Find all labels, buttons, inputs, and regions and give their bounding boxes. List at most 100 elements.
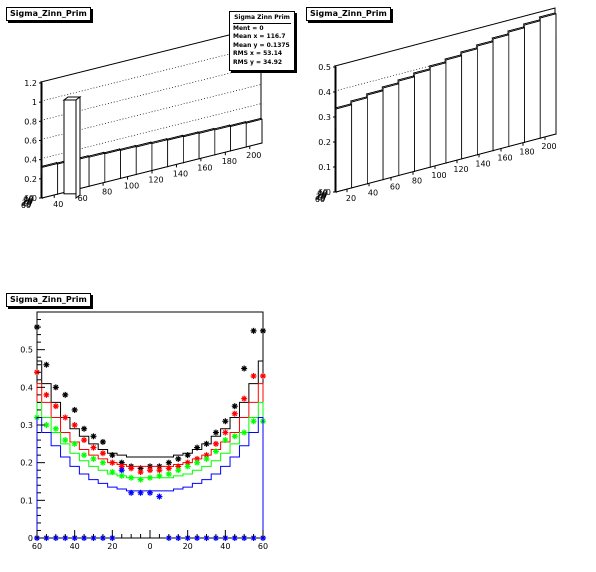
data-point: [52, 425, 59, 432]
data-point: [165, 470, 172, 477]
lego-bar: [461, 48, 478, 160]
y-tick-label: 40: [317, 189, 327, 198]
stats-box: Sigma Zinn Prim Ment = 0 Mean x = 116.7 …: [229, 11, 295, 71]
lego-bar: [414, 69, 431, 172]
data-point: [231, 403, 238, 410]
lego-bar: [230, 122, 247, 152]
lego-plot-right: [334, 7, 557, 194]
series-histogram: [36, 360, 264, 538]
data-point: [71, 406, 78, 413]
x-tick-label: 20: [107, 542, 117, 551]
data-point: [203, 440, 210, 447]
stats-row: Ment = 0: [233, 24, 264, 32]
line-plot: [34, 311, 266, 541]
x-tick-label: 20: [183, 542, 193, 551]
data-point: [241, 429, 248, 436]
data-point: [147, 474, 153, 481]
z-tick-label: 0.1: [318, 163, 331, 172]
x-tick-label: 60: [258, 542, 268, 551]
data-point: [156, 467, 163, 474]
data-point: [128, 474, 135, 481]
lego-bar: [245, 118, 263, 124]
lego-bar: [524, 20, 541, 143]
grid-line: [334, 7, 556, 67]
lego-bar: [104, 149, 122, 155]
data-point: [90, 433, 97, 440]
x-tick-label: 20: [346, 194, 356, 203]
lego-bar: [538, 12, 556, 18]
lego-bar: [335, 104, 353, 193]
z-tick-label: 0: [326, 188, 331, 197]
data-point: [156, 472, 163, 479]
data-point: [62, 437, 69, 444]
lego-bar: [88, 152, 106, 158]
data-point: [99, 459, 106, 466]
lego-bar: [88, 152, 106, 187]
lego-bar: [244, 117, 262, 123]
data-point: [203, 455, 210, 462]
y-tick-label: 20: [316, 193, 326, 202]
data-point: [147, 489, 153, 496]
y-tick-label: 40: [315, 194, 325, 203]
data-point: [128, 465, 135, 472]
data-point: [118, 472, 125, 479]
data-point: [165, 465, 172, 472]
lego-bar: [134, 141, 152, 147]
data-point: [231, 410, 238, 417]
lego-bar: [213, 124, 231, 130]
x-tick-label: 200: [246, 151, 261, 160]
series-histogram: [36, 383, 264, 538]
lego-bar: [539, 13, 557, 19]
y-tick-label: 60: [21, 201, 31, 210]
data-point: [71, 422, 78, 428]
lego-bar: [477, 41, 494, 156]
x-tick-label: 140: [475, 159, 490, 168]
top-right-title: Sigma_Zinn_Prim: [306, 7, 391, 21]
x-tick-label: 120: [453, 165, 468, 174]
lego-bar: [198, 128, 216, 160]
data-point: [175, 455, 182, 462]
lego-bar: [197, 128, 215, 133]
data-point: [212, 440, 219, 447]
x-tick-label: 80: [102, 188, 112, 197]
y-tick-label: 0.4: [20, 383, 33, 392]
x-tick-label: 60: [32, 542, 42, 551]
data-point: [81, 437, 88, 444]
data-point: [52, 403, 59, 410]
lego-bar: [103, 148, 121, 154]
y-tick-label: 60: [24, 194, 34, 203]
z-tick-label: 0.3: [318, 113, 331, 122]
lego-bar: [135, 142, 153, 148]
lego-bar: [214, 125, 231, 156]
data-point: [62, 391, 69, 398]
y-tick-label: 0: [321, 192, 326, 201]
lego-bar: [135, 142, 153, 175]
spike-bar: [75, 96, 81, 199]
data-point: [241, 365, 248, 372]
y-tick-label: 20: [23, 196, 33, 205]
data-point: [71, 440, 78, 447]
lego-bar: [228, 121, 247, 127]
lego-bar: [198, 128, 216, 134]
lego-bar: [351, 97, 368, 189]
lego-bar: [167, 135, 184, 168]
x-tick-label: 120: [148, 176, 163, 185]
x-tick-label: 40: [220, 542, 230, 551]
y-tick-label: 20: [22, 199, 32, 208]
x-tick-label: 200: [541, 142, 556, 151]
data-point: [137, 489, 144, 496]
y-tick-label: 40: [21, 200, 31, 209]
data-point: [260, 327, 266, 334]
stats-title: Sigma Zinn Prim: [233, 14, 291, 24]
lego-bar: [166, 135, 185, 141]
lego-bar: [120, 146, 137, 179]
lego-bar: [181, 131, 199, 137]
bottom-title: Sigma_Zinn_Prim: [6, 293, 91, 307]
y-tick-label: 40: [23, 195, 33, 204]
x-tick-label: 0: [147, 542, 152, 551]
y-tick-label: 0.2: [20, 459, 33, 468]
data-point: [184, 452, 191, 459]
lego-bar: [214, 125, 232, 131]
x-tick-label: 180: [222, 157, 237, 166]
data-point: [222, 418, 229, 425]
